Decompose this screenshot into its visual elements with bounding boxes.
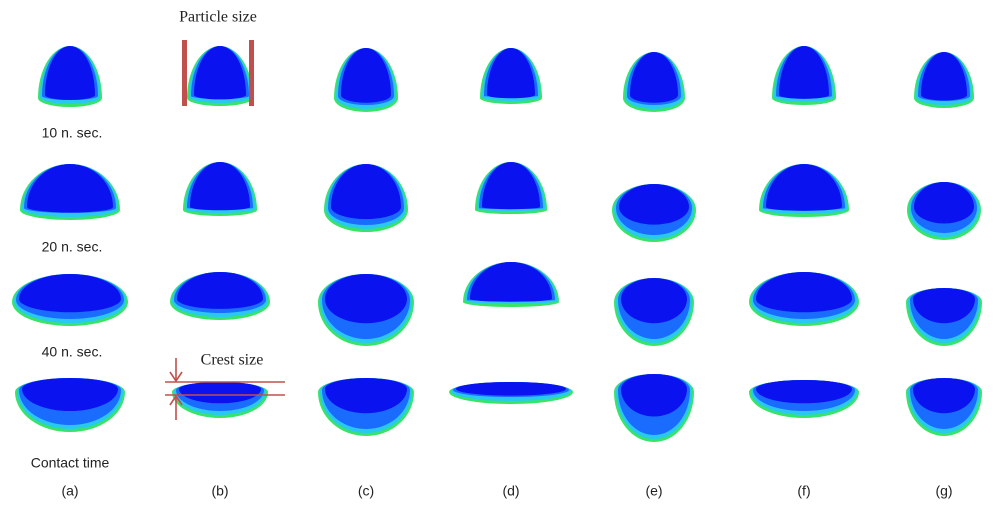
panel-label: (b) bbox=[211, 483, 228, 499]
particle bbox=[475, 162, 547, 214]
time-label: Contact time bbox=[31, 455, 110, 471]
particle-core bbox=[482, 162, 540, 209]
particle bbox=[183, 162, 257, 216]
particle bbox=[12, 274, 128, 326]
particle-core bbox=[177, 272, 263, 309]
time-label: 20 n. sec. bbox=[42, 239, 103, 255]
particle bbox=[334, 48, 398, 112]
particle bbox=[623, 52, 685, 112]
particle-core bbox=[45, 46, 95, 100]
size-bar bbox=[249, 40, 254, 106]
particle bbox=[907, 182, 981, 240]
particle bbox=[172, 382, 268, 418]
particle-core bbox=[190, 162, 250, 210]
particle-core bbox=[194, 46, 246, 99]
particle-core bbox=[331, 164, 401, 219]
particle bbox=[463, 262, 559, 307]
particle bbox=[38, 46, 102, 107]
particle-core bbox=[766, 164, 842, 211]
particle bbox=[318, 378, 414, 436]
figure: Particle size Crest size 10 n. sec. 20 n… bbox=[0, 0, 1008, 506]
annotation: Particle size bbox=[179, 9, 257, 26]
time-label: 10 n. sec. bbox=[42, 125, 103, 141]
particle bbox=[749, 380, 859, 418]
particle bbox=[15, 378, 125, 432]
panel-label: (d) bbox=[502, 483, 519, 499]
particle-shapes bbox=[12, 46, 982, 442]
particle-core bbox=[470, 262, 552, 302]
panel-label: (e) bbox=[645, 483, 662, 499]
particle-core bbox=[756, 272, 852, 312]
particle-core bbox=[19, 274, 121, 312]
particle bbox=[318, 274, 414, 346]
page: {"figure": { "annotations": {"particle_s… bbox=[0, 0, 1008, 506]
particle bbox=[614, 278, 694, 346]
particle bbox=[187, 46, 253, 106]
annotation: Crest size bbox=[201, 352, 264, 369]
particle bbox=[324, 164, 408, 232]
particle-core bbox=[456, 382, 566, 396]
particle-core bbox=[27, 164, 113, 213]
particle bbox=[449, 382, 573, 404]
particle bbox=[170, 272, 270, 320]
particle-core bbox=[487, 48, 535, 98]
panel-label: (a) bbox=[61, 483, 78, 499]
particle bbox=[906, 288, 982, 346]
particle-core bbox=[325, 274, 407, 323]
panel-label: (c) bbox=[358, 483, 374, 499]
particle-core bbox=[779, 46, 829, 99]
particle bbox=[914, 52, 974, 108]
panel-label: (g) bbox=[935, 483, 952, 499]
particle bbox=[759, 164, 849, 217]
particle bbox=[612, 184, 696, 242]
time-label: 40 n. sec. bbox=[42, 344, 103, 360]
particle bbox=[906, 378, 982, 436]
particle bbox=[749, 272, 859, 326]
particle bbox=[20, 164, 120, 220]
panel-label: (f) bbox=[797, 483, 810, 499]
size-bar bbox=[182, 40, 187, 106]
particle bbox=[772, 46, 836, 105]
particle bbox=[614, 374, 694, 442]
particle bbox=[480, 48, 542, 104]
